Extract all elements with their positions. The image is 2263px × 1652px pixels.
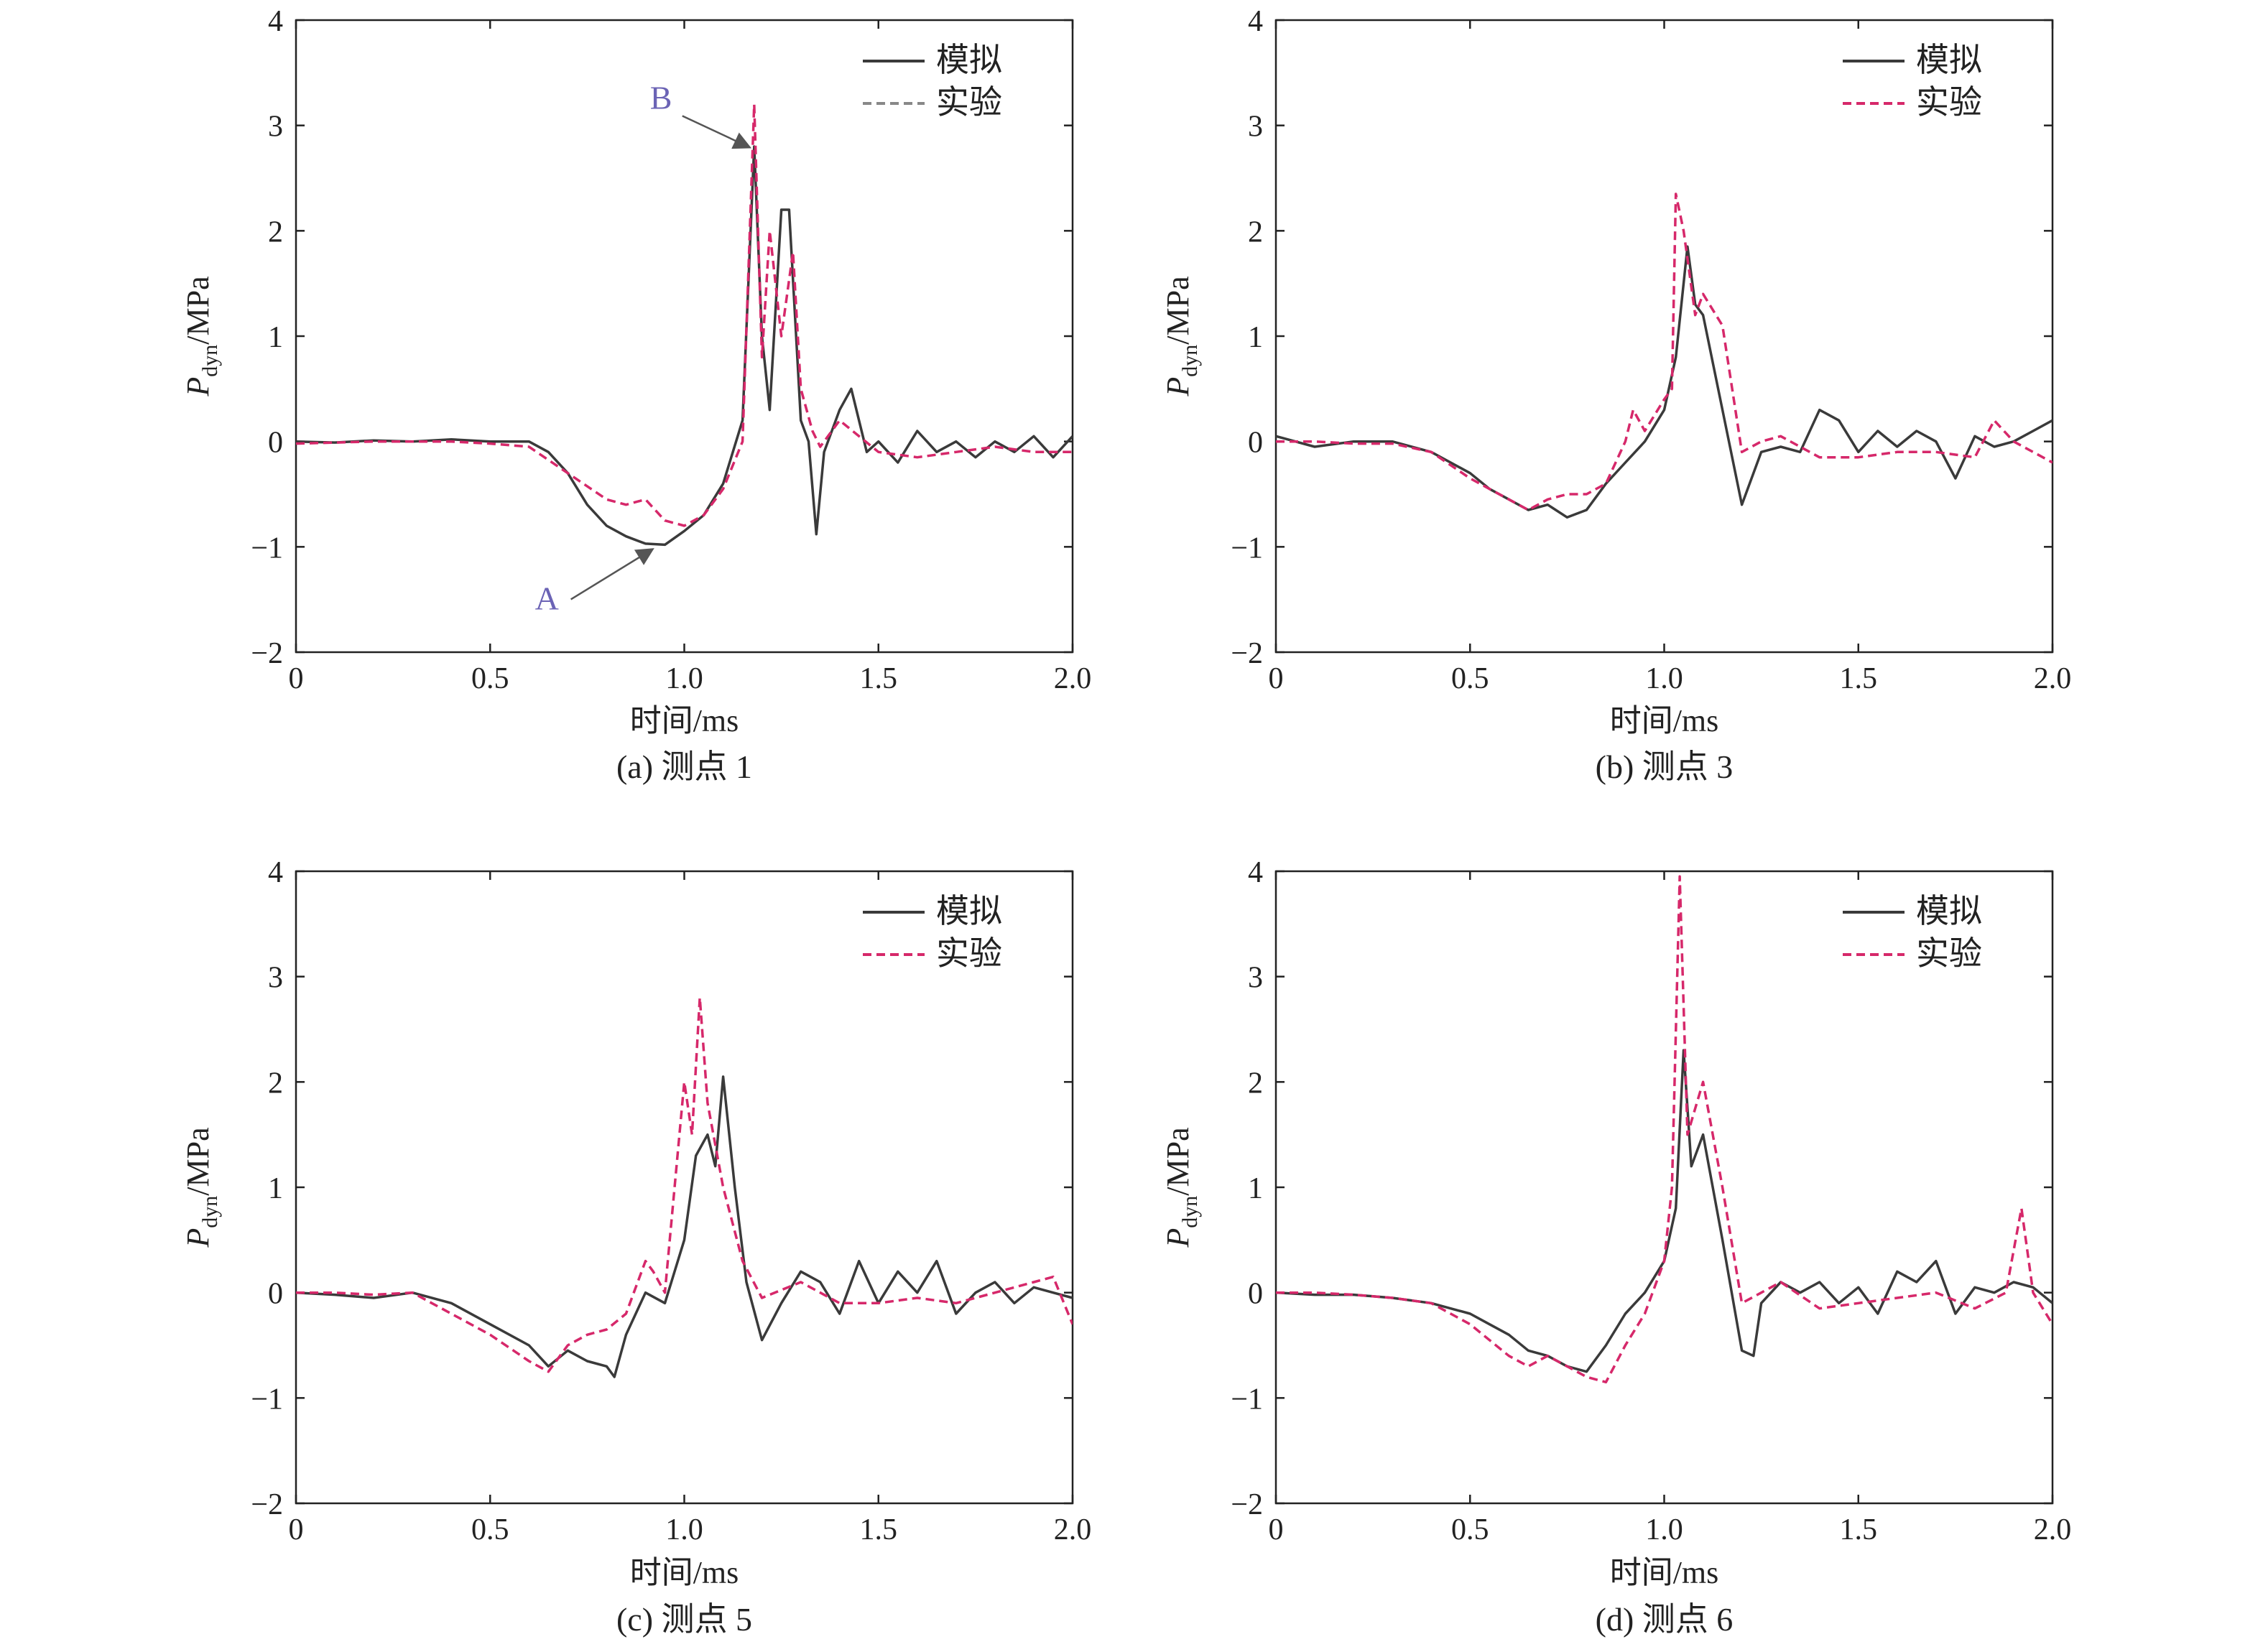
y-tick-label: 1 [1248,321,1263,354]
y-tick-label: −1 [1231,532,1263,565]
chart-panel-1: 0 0.5 1.0 1.5 2.0 −2 −1 0 1 2 3 4 时间/ms Pdyn/MPa (a) 测… [180,5,1091,785]
x-tick-label: 2.0 [1054,1513,1092,1546]
y-tick-label: 4 [268,856,283,889]
chart-panel-2: 0 0.5 1.0 1.5 2.0 −2 −1 0 1 2 3 4 时间/ms Pdyn/MPa (b) 测… [1160,5,2071,785]
x-tick-label: 1.5 [860,1513,898,1546]
y-tick-label: −1 [1231,1383,1263,1416]
x-tick-label: 0 [1269,1513,1284,1546]
x-tick-label: 2.0 [1054,662,1092,695]
legend-label-experiment: 实验 [936,84,1002,121]
panel-caption: (b) 测点 3 [1596,748,1734,785]
chart-panel-4: 0 0.5 1.0 1.5 2.0 −2 −1 0 1 2 3 4 时间/ms Pdyn/MPa (d) 测… [1160,856,2071,1638]
y-tick-label: 4 [268,5,283,38]
series-line-experiment [296,996,1073,1373]
x-tick-label: 0 [1269,662,1284,695]
x-tick-label: 2.0 [2034,1513,2072,1546]
y-axis-title: Pdyn/MPa [1160,276,1202,396]
y-tick-label: 0 [268,1278,283,1311]
y-axis-title: Pdyn/MPa [180,1127,222,1248]
y-tick-label: 1 [1248,1172,1263,1205]
y-tick-label: −2 [1231,1488,1263,1521]
y-tick-label: −1 [251,1383,283,1416]
annotation-label: A [535,580,559,616]
x-tick-label: 1.0 [1645,1513,1683,1546]
panel-caption: (c) 测点 5 [616,1601,752,1638]
y-tick-label: −2 [251,1488,283,1521]
x-tick-label: 1.0 [665,1513,703,1546]
panel-caption: (d) 测点 6 [1596,1601,1734,1638]
x-axis-title: 时间/ms [630,1555,739,1590]
x-tick-label: 0.5 [471,1513,509,1546]
y-tick-label: 2 [268,215,283,249]
annotation-label: B [650,79,672,116]
panel-caption: (a) 测点 1 [616,748,752,785]
series-line-experiment [1276,192,2053,511]
x-axis-title: 时间/ms [1610,1555,1719,1590]
y-tick-label: 2 [268,1067,283,1100]
series-line-experiment [296,103,1073,527]
y-tick-label: 4 [1248,856,1263,889]
y-tick-label: 3 [268,962,283,995]
y-tick-label: −1 [251,532,283,565]
legend-label-experiment: 实验 [1916,935,1982,972]
y-tick-label: 0 [1248,427,1263,460]
y-tick-label: −2 [1231,637,1263,670]
y-axis-title: Pdyn/MPa [1160,1127,1202,1248]
x-axis-title: 时间/ms [1610,703,1719,738]
x-tick-label: 0.5 [471,662,509,695]
y-tick-label: 1 [268,1172,283,1205]
x-tick-label: 1.0 [1645,662,1683,695]
chart-panel-3: 0 0.5 1.0 1.5 2.0 −2 −1 0 1 2 3 4 时间/ms Pdyn/MPa (c) 测… [180,856,1091,1638]
series-line-simulation [1276,1049,2053,1373]
legend-label-experiment: 实验 [936,935,1002,972]
annotation-arrow [682,115,752,149]
legend-label-simulation: 模拟 [936,42,1002,78]
annotation-arrow [570,548,654,600]
y-tick-label: 2 [1248,215,1263,249]
x-tick-label: 1.5 [1840,662,1878,695]
y-tick-label: 3 [1248,962,1263,995]
y-tick-label: 3 [268,111,283,144]
x-axis-title: 时间/ms [630,703,739,738]
x-tick-label: 0.5 [1451,1513,1489,1546]
x-tick-label: 0 [289,1513,304,1546]
y-tick-label: 2 [1248,1067,1263,1100]
series-line-experiment [1276,875,2053,1384]
series-line-simulation [296,145,1073,547]
y-tick-label: 1 [268,321,283,354]
y-tick-label: 3 [1248,111,1263,144]
y-tick-label: 4 [1248,5,1263,38]
y-tick-label: −2 [251,637,283,670]
y-tick-label: 0 [268,427,283,460]
x-tick-label: 1.5 [860,662,898,695]
x-tick-label: 1.0 [665,662,703,695]
x-tick-label: 0.5 [1451,662,1489,695]
y-tick-label: 0 [1248,1278,1263,1311]
y-axis-title: Pdyn/MPa [180,276,222,396]
x-tick-label: 2.0 [2034,662,2072,695]
x-tick-label: 1.5 [1840,1513,1878,1546]
legend-label-simulation: 模拟 [1916,893,1982,929]
legend-label-simulation: 模拟 [1916,42,1982,78]
legend-label-simulation: 模拟 [936,893,1002,929]
series-line-simulation [1276,245,2053,519]
series-line-simulation [296,1075,1073,1378]
legend-label-experiment: 实验 [1916,84,1982,121]
x-tick-label: 0 [289,662,304,695]
